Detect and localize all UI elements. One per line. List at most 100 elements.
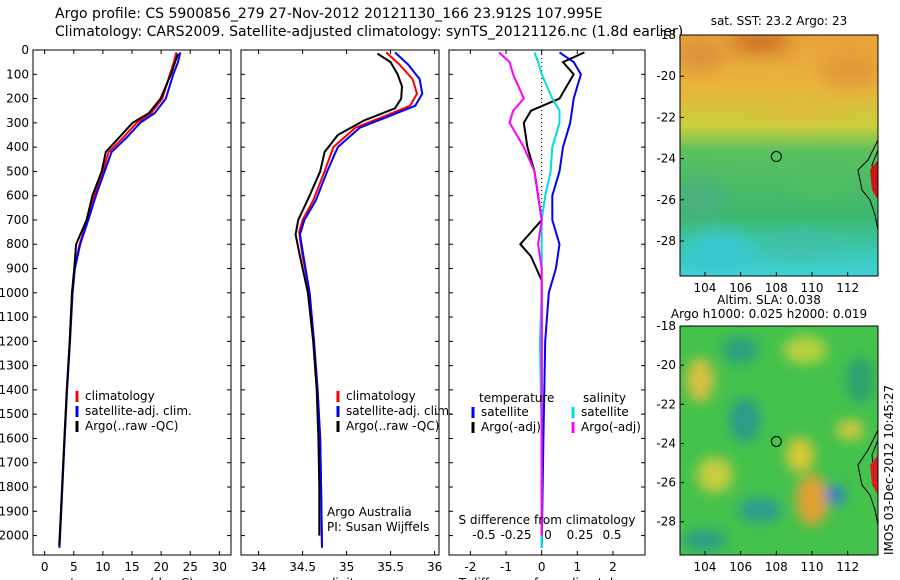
temperature-legend-label: Argo(..raw -QC): [85, 419, 178, 433]
sla-map-xtick-label: 110: [801, 560, 824, 574]
difference-legend-label: satellite: [581, 405, 629, 419]
sst-map-xtick-label: 110: [801, 281, 824, 295]
difference-legend-label: satellite: [481, 405, 529, 419]
sst-map-ytick-label: -28: [656, 234, 676, 248]
depth-ytick-label: 300: [6, 116, 29, 130]
float-operator-label: Argo Australia: [327, 505, 412, 519]
difference-series-line: [498, 51, 543, 536]
difference-xtick-label: 0: [538, 560, 546, 574]
difference-legend-label: Argo(-adj): [481, 420, 541, 434]
salinity-legend-label: Argo(..raw -QC): [346, 419, 439, 433]
temperature-xtick-label: 20: [153, 560, 168, 574]
sla-map-field: [680, 326, 878, 555]
temperature-xtick-label: 30: [212, 560, 227, 574]
depth-ytick-label: 200: [6, 92, 29, 106]
sst-map-title: sat. SST: 23.2 Argo: 23: [711, 14, 848, 28]
depth-ytick-label: 1600: [0, 431, 29, 445]
sla-map-xtick-label: 106: [729, 560, 752, 574]
salinity-xtick-label: 35: [339, 560, 354, 574]
depth-ytick-label: 700: [6, 213, 29, 227]
depth-ytick-label: 500: [6, 164, 29, 178]
sla-map-ytick-label: -20: [656, 358, 676, 372]
difference-s-xlabel: S difference from climatology: [459, 513, 636, 527]
depth-ytick-label: 600: [6, 189, 29, 203]
depth-ytick-label: 400: [6, 140, 29, 154]
salinity-xtick-label: 34.5: [289, 560, 316, 574]
sla-map-title: Argo h1000: 0.025 h2000: 0.019: [671, 307, 867, 321]
sst-map-frame: [679, 34, 879, 277]
sst-map-argo-marker: [770, 151, 782, 163]
depth-ytick-label: 2000: [0, 529, 29, 543]
difference-legend-title: salinity: [583, 391, 626, 405]
salinity-xtick-label: 36: [427, 560, 442, 574]
sst-map-xtick-label: 104: [694, 281, 717, 295]
depth-ytick-label: 900: [6, 262, 29, 276]
depth-ytick-label: 1200: [0, 334, 29, 348]
sst-map-field: [680, 35, 878, 276]
temperature-xtick-label: 25: [183, 560, 198, 574]
sst-map-ytick-label: -20: [656, 69, 676, 83]
difference-xtick-label: -1: [500, 560, 512, 574]
temperature-plot-frame: [32, 49, 232, 556]
salinity-series-line: [294, 52, 404, 536]
sla-map-ytick-label: -18: [656, 319, 676, 333]
salinity-legend-label: climatology: [346, 389, 416, 403]
sst-map-xtick-label: 106: [729, 281, 752, 295]
difference-legend-label: Argo(-adj): [581, 420, 641, 434]
difference-legend-title: temperature: [479, 391, 554, 405]
sst-map-xtick-label: 112: [836, 281, 859, 295]
difference-s-xtick-label: 0.5: [602, 528, 621, 542]
difference-s-xtick-label: 0: [544, 528, 552, 542]
climatology-title: Climatology: CARS2009. Satellite-adjuste…: [55, 24, 684, 40]
sla-map-xtick-label: 112: [836, 560, 859, 574]
sla-map-ytick-label: -24: [656, 436, 676, 450]
depth-ytick-label: 1000: [0, 286, 29, 300]
sla-map-title: Altim. SLA: 0.038: [717, 293, 821, 307]
salinity-plot-frame: [240, 49, 440, 556]
temperature-xlabel: temperature (deg C): [70, 576, 193, 580]
depth-ytick-label: 1300: [0, 359, 29, 373]
sla-map-xtick-label: 108: [765, 560, 788, 574]
difference-series-line: [540, 51, 582, 548]
temperature-legend-label: climatology: [85, 389, 155, 403]
difference-s-xtick-label: -0.5: [472, 528, 495, 542]
sst-map-ytick-label: -24: [656, 152, 676, 166]
temperature-legend-label: satellite-adj. clim.: [85, 404, 192, 418]
difference-plot-frame: [448, 49, 646, 556]
salinity-xtick-label: 34: [251, 560, 266, 574]
depth-ytick-label: 0: [21, 43, 29, 57]
sst-map-ytick-label: -22: [656, 110, 676, 124]
depth-ytick-label: 1700: [0, 456, 29, 470]
principal-investigator-label: PI: Susan Wijffels: [327, 520, 429, 534]
salinity-xtick-label: 35.5: [377, 560, 404, 574]
depth-ytick-label: 1800: [0, 480, 29, 494]
profile-title: Argo profile: CS 5900856_279 27-Nov-2012…: [55, 6, 603, 22]
sla-map-ytick-label: -22: [656, 397, 676, 411]
sla-map-frame: [679, 325, 879, 556]
temperature-xtick-label: 5: [70, 560, 78, 574]
sla-map-ytick-label: -26: [656, 476, 676, 490]
depth-ytick-label: 1500: [0, 407, 29, 421]
depth-ytick-label: 1400: [0, 383, 29, 397]
temperature-xtick-label: 15: [124, 560, 139, 574]
difference-s-xtick-label: -0.25: [500, 528, 531, 542]
depth-ytick-label: 1900: [0, 504, 29, 518]
depth-ytick-label: 800: [6, 237, 29, 251]
temperature-xtick-label: 0: [41, 560, 49, 574]
sst-map-ytick-label: -18: [656, 28, 676, 42]
difference-xlabel: T difference from climatology: [458, 576, 636, 580]
depth-ytick-label: 1100: [0, 310, 29, 324]
difference-s-xtick-label: 0.25: [567, 528, 594, 542]
depth-ytick-label: 100: [6, 67, 29, 81]
temperature-series-line: [58, 53, 179, 546]
sst-map-xtick-label: 108: [765, 281, 788, 295]
difference-xtick-label: 2: [609, 560, 617, 574]
temperature-xtick-label: 10: [95, 560, 110, 574]
sla-map-ytick-label: -28: [656, 515, 676, 529]
salinity-xlabel: salinity: [318, 576, 361, 580]
sst-map-ytick-label: -26: [656, 193, 676, 207]
difference-xtick-label: 1: [573, 560, 581, 574]
sla-map-xtick-label: 104: [694, 560, 717, 574]
difference-xtick-label: -2: [464, 560, 476, 574]
